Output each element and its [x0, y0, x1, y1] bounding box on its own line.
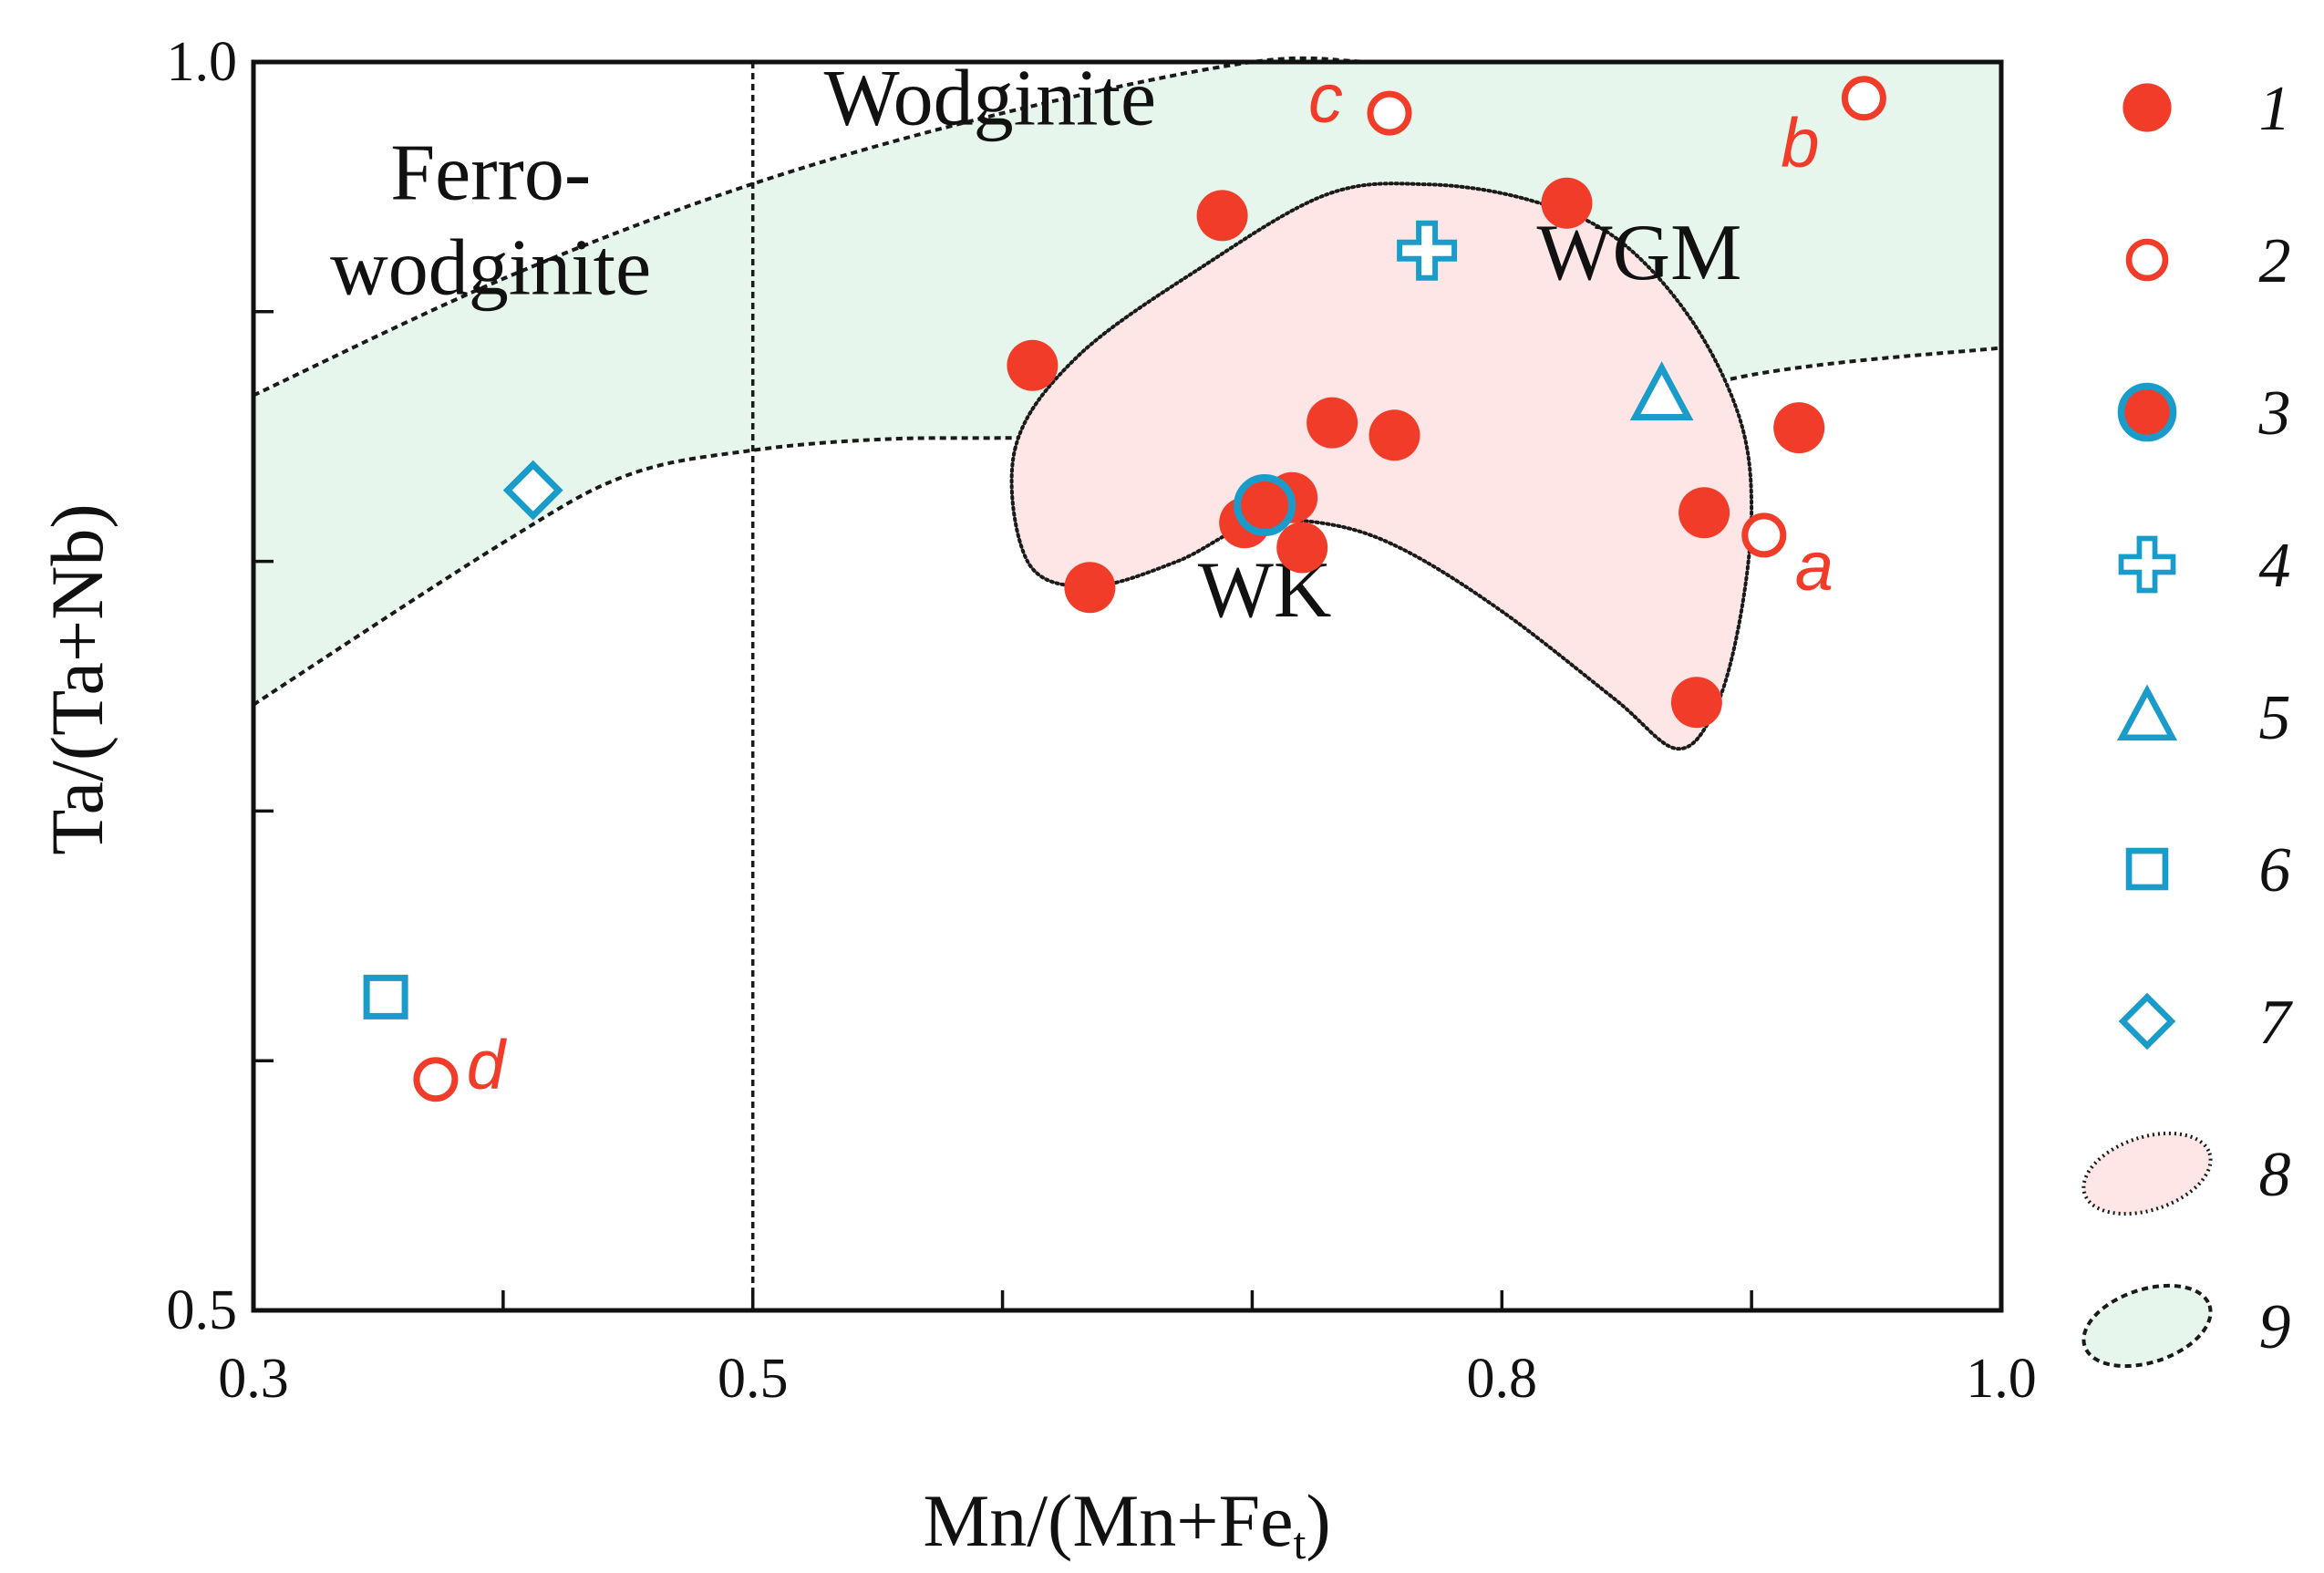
marker-shape	[2125, 847, 2169, 891]
point-label: a	[1795, 528, 1833, 605]
x-axis-label-main: Mn/(Mn+Fe	[923, 1479, 1293, 1562]
legend-label: 3	[2258, 378, 2291, 449]
marker-shape	[1841, 76, 1886, 121]
marker-shape	[2118, 535, 2176, 594]
x-axis-label-close: )	[1306, 1479, 1330, 1562]
legend-label: 8	[2259, 1140, 2291, 1210]
marker-shape	[2117, 382, 2177, 442]
legend-marker-4	[2118, 535, 2176, 594]
legend-label: 5	[2259, 683, 2291, 753]
x-axis-label: Mn/(Mn+Fet)	[923, 1479, 1330, 1568]
marker-shape	[2125, 238, 2169, 282]
data-point-series-1	[1670, 677, 1722, 729]
marker-shape	[1234, 474, 1296, 536]
marker-shape	[1397, 220, 1458, 281]
data-point-series-1	[1276, 522, 1328, 574]
legend-label: 7	[2259, 988, 2294, 1058]
marker-shape	[1367, 90, 1412, 136]
marker-shape	[1064, 562, 1116, 614]
region-label-line: wodginite	[330, 224, 651, 313]
marker-shape	[1276, 522, 1328, 574]
legend-label: 1	[2259, 74, 2291, 144]
legend-marker-5	[2116, 684, 2178, 741]
legend-label: 6	[2259, 835, 2291, 906]
plot-frame	[251, 59, 2004, 1313]
marker-shape	[502, 460, 563, 521]
data-point-series-1	[1541, 177, 1593, 229]
data-point-series-5	[1629, 361, 1694, 420]
data-point-series-1	[1678, 487, 1730, 539]
data-point-series-7	[502, 460, 563, 521]
legend: 1 2 3 4 5 6 7 8 9	[2081, 74, 2294, 1369]
marker-shape	[1007, 339, 1059, 391]
legend-label: 2	[2259, 226, 2291, 296]
data-point-series-1	[1773, 402, 1825, 454]
point-label: c	[1308, 60, 1343, 138]
legend-marker-3	[2117, 382, 2177, 442]
legend-marker-2	[2125, 238, 2169, 282]
legend-marker-7	[2118, 992, 2176, 1050]
marker-shape	[1773, 402, 1825, 454]
data-point-series-2	[413, 1057, 459, 1102]
data-point-series-1	[1007, 339, 1059, 391]
axis-labels: Mn/(Mn+Fet) Ta/(Ta+Nb)	[36, 503, 1331, 1568]
marker-shape	[1629, 361, 1694, 420]
y-tick-label: 0.5	[167, 1279, 238, 1341]
y-axis-label: Ta/(Ta+Nb)	[36, 503, 119, 854]
marker-shape	[1196, 190, 1248, 242]
y-tick-label: 1.0	[167, 31, 238, 93]
x-tick-label: 1.0	[1966, 1348, 2037, 1410]
data-point-series-3	[1234, 474, 1296, 536]
data-points: c b a d	[363, 60, 1886, 1104]
data-point-series-1	[1307, 397, 1358, 449]
axis-ticks: 0.3 0.5 0.8 1.0 0.5 1.0	[167, 31, 2037, 1410]
data-point-series-6	[363, 974, 408, 1019]
marker-shape	[2123, 83, 2172, 132]
region-label-line: Wodginite	[824, 54, 1156, 142]
point-label: b	[1781, 105, 1819, 182]
x-tick-label: 0.5	[718, 1348, 789, 1410]
data-point-series-2	[1841, 76, 1886, 121]
data-point-series-1	[1196, 190, 1248, 242]
legend-label: 4	[2259, 531, 2291, 601]
legend-label: 9	[2259, 1292, 2291, 1362]
marker-shape	[413, 1057, 459, 1102]
legend-marker-1	[2123, 83, 2172, 132]
marker-shape	[1678, 487, 1730, 539]
marker-shape	[363, 974, 408, 1019]
legend-swatch-wk	[2081, 1131, 2213, 1216]
marker-shape	[2118, 992, 2176, 1050]
data-point-series-1	[1064, 562, 1116, 614]
x-axis-label-subscript: t	[1293, 1517, 1306, 1568]
data-point-series-2	[1741, 512, 1787, 558]
x-tick-label: 0.8	[1467, 1348, 1538, 1410]
marker-shape	[1369, 409, 1420, 461]
data-point-series-1	[1369, 409, 1420, 461]
marker-shape	[1670, 677, 1722, 729]
plot-border	[251, 59, 2004, 1313]
legend-swatch-wgm	[2081, 1283, 2213, 1369]
marker-shape	[1307, 397, 1358, 449]
marker-shape	[2116, 684, 2178, 741]
region-label: Wodginite	[824, 54, 1156, 142]
data-point-series-4	[1397, 220, 1458, 281]
marker-shape	[1741, 512, 1787, 558]
region-label-line: Ferro-	[390, 129, 591, 218]
legend-marker-6	[2125, 847, 2169, 891]
x-tick-label: 0.3	[218, 1348, 289, 1410]
marker-shape	[1541, 177, 1593, 229]
region-label: Ferro-wodginite	[330, 129, 651, 313]
point-label: d	[467, 1027, 508, 1104]
data-point-series-2	[1367, 90, 1412, 136]
